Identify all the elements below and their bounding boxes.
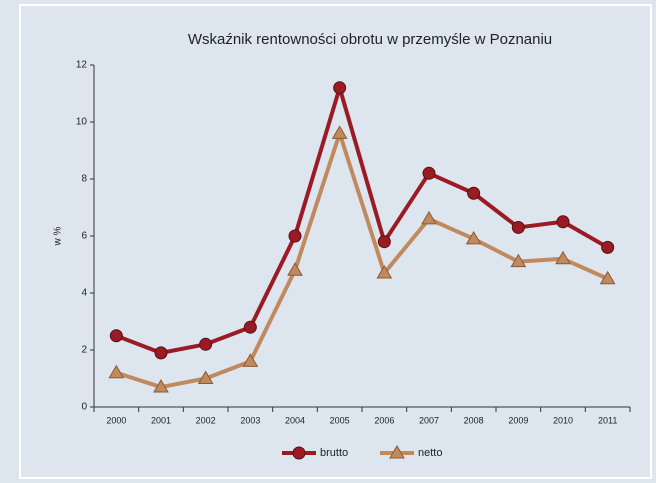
x-tick-label: 2004 (285, 415, 305, 425)
y-tick-label: 12 (76, 60, 88, 71)
legend-marker (292, 446, 306, 460)
x-tick-label: 2000 (106, 415, 126, 425)
x-tick-label: 2008 (464, 415, 484, 425)
series-marker (599, 270, 616, 285)
series-marker (154, 346, 168, 360)
x-tick-label: 2006 (374, 415, 394, 425)
x-tick-label: 2003 (240, 415, 260, 425)
legend-marker (389, 445, 405, 459)
series-marker (377, 235, 391, 249)
series-line (115, 85, 609, 355)
series-marker (331, 125, 348, 139)
legend-label: netto (418, 447, 442, 459)
y-tick-label: 0 (81, 402, 87, 413)
series-marker (288, 229, 302, 243)
series-marker (243, 320, 257, 334)
series-marker (465, 230, 482, 245)
series-marker (510, 253, 527, 268)
series-marker (109, 329, 123, 343)
x-tick-label: 2007 (419, 415, 439, 425)
series-marker (556, 215, 570, 229)
series-line (115, 131, 609, 390)
y-tick-label: 2 (81, 345, 87, 356)
series-marker (511, 220, 525, 234)
series-marker (467, 186, 481, 200)
series-marker (376, 265, 393, 279)
y-axis-label: w % (53, 226, 64, 246)
series-marker (333, 81, 347, 95)
series-marker (199, 337, 213, 351)
y-tick-label: 6 (81, 231, 87, 242)
series-marker (108, 364, 125, 379)
y-tick-label: 4 (81, 288, 87, 299)
series-marker (153, 379, 169, 393)
chart-title: Wskaźnik rentowności obrotu w przemyśle … (188, 31, 552, 48)
x-tick-label: 2010 (553, 415, 573, 425)
x-tick-label: 2005 (330, 415, 350, 425)
series-marker (601, 240, 615, 254)
frame (19, 4, 652, 479)
x-tick-label: 2009 (508, 415, 528, 425)
series-marker (242, 353, 259, 367)
series-marker (421, 210, 437, 225)
series-marker (287, 262, 303, 276)
y-tick-label: 8 (81, 174, 87, 185)
legend-label: brutto (320, 447, 348, 459)
x-tick-label: 2002 (196, 415, 216, 425)
series-marker (422, 166, 436, 180)
series-marker (555, 250, 571, 265)
x-tick-label: 2001 (151, 415, 171, 425)
series-marker (197, 370, 214, 384)
y-tick-label: 10 (76, 117, 88, 128)
x-tick-label: 2011 (598, 415, 617, 425)
